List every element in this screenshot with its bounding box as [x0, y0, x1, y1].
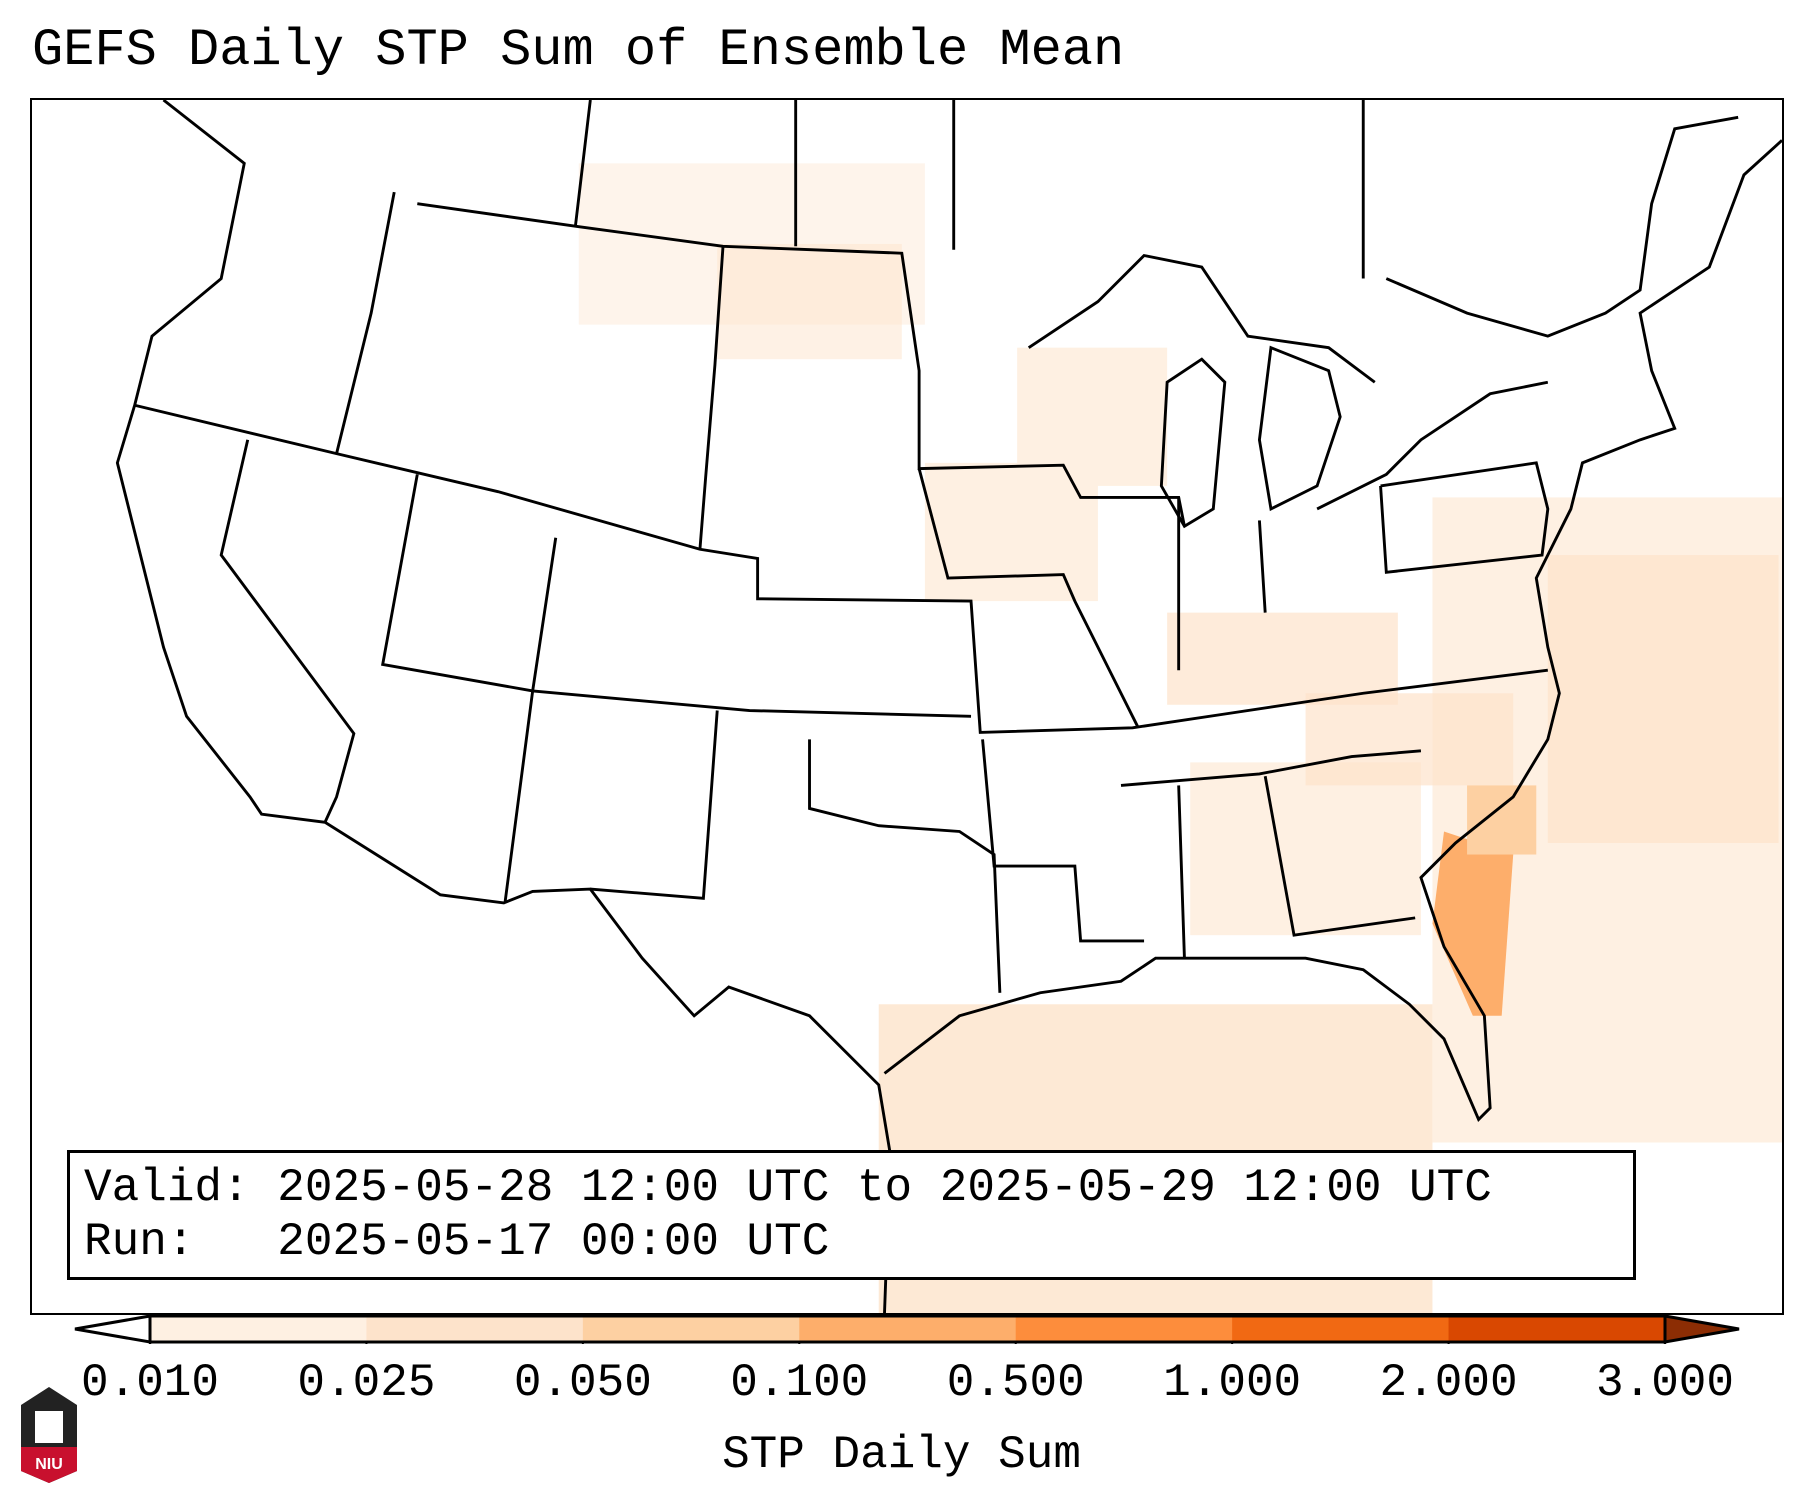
- colorbar-bin: [1015, 1316, 1234, 1342]
- colorbar-tick-label: 2.000: [1379, 1357, 1518, 1409]
- colorbar-tick-label: 0.100: [730, 1357, 869, 1409]
- run-time: 2025-05-17 00:00 UTC: [277, 1216, 830, 1268]
- niu-logo: NIU: [21, 1387, 77, 1483]
- map-panel: [30, 98, 1784, 1315]
- colorbar-under-triangle: [74, 1314, 152, 1344]
- colorbar-label: STP Daily Sum: [722, 1429, 1081, 1481]
- svg-text:NIU: NIU: [35, 1456, 63, 1473]
- colorbar-over-triangle: [1663, 1314, 1740, 1344]
- state-borders: [115, 100, 1782, 1313]
- colorbar-bin: [582, 1316, 801, 1342]
- colorbar-tick-label: 1.000: [1163, 1357, 1302, 1409]
- colorbar-bin: [150, 1316, 368, 1342]
- conus-map: [115, 100, 1782, 1313]
- validity-box: Valid: 2025-05-28 12:00 UTC to 2025-05-2…: [67, 1150, 1636, 1280]
- colorbar-tick-label: 0.010: [80, 1357, 220, 1409]
- colorbar-bin: [1232, 1316, 1450, 1342]
- colorbar-bin: [799, 1316, 1017, 1342]
- colorbar-tick-label: 3.000: [1595, 1357, 1735, 1409]
- colorbar-tick-label: 0.025: [297, 1357, 436, 1409]
- colorbar: [74, 1314, 1740, 1344]
- colorbar-bin: [1448, 1316, 1666, 1342]
- valid-label: Valid:: [84, 1162, 250, 1214]
- stp-shading: [578, 163, 1782, 1313]
- colorbar-tick-label: 0.050: [513, 1357, 652, 1409]
- valid-range: 2025-05-28 12:00 UTC to 2025-05-29 12:00…: [277, 1162, 1492, 1214]
- map-title: GEFS Daily STP Sum of Ensemble Mean: [32, 21, 1125, 80]
- colorbar-tick-label: 0.500: [946, 1357, 1085, 1409]
- run-label: Run:: [84, 1216, 195, 1268]
- colorbar-bin: [366, 1316, 584, 1342]
